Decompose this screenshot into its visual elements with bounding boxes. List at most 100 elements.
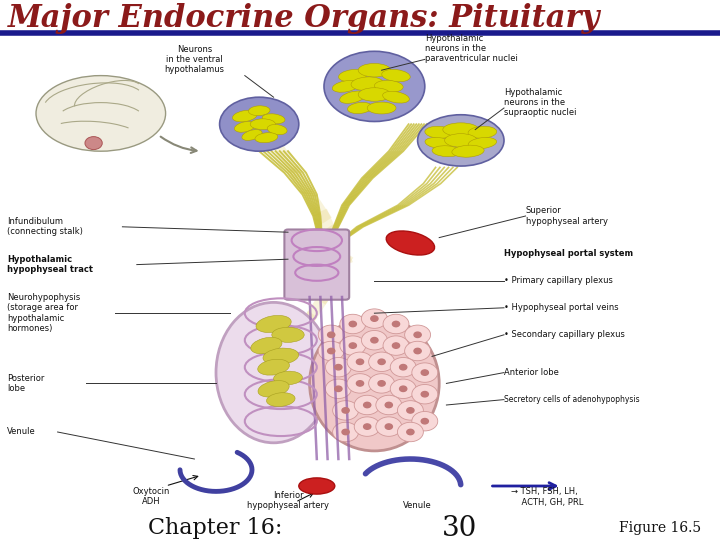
Circle shape [421, 370, 428, 375]
Text: Figure 16.5: Figure 16.5 [619, 521, 701, 535]
Circle shape [340, 314, 366, 334]
Text: Infundibulum
(connecting stalk): Infundibulum (connecting stalk) [7, 217, 83, 237]
Circle shape [392, 343, 400, 348]
Ellipse shape [272, 327, 304, 342]
Circle shape [361, 309, 387, 328]
Ellipse shape [374, 80, 403, 92]
Circle shape [318, 341, 344, 361]
Ellipse shape [258, 359, 289, 375]
Text: 30: 30 [442, 515, 477, 540]
Circle shape [354, 417, 380, 436]
Text: Major Endocrine Organs: Pituitary: Major Endocrine Organs: Pituitary [8, 3, 600, 33]
Ellipse shape [351, 77, 383, 91]
Circle shape [400, 364, 407, 370]
Ellipse shape [324, 51, 425, 122]
Text: Secretory cells of adenohypophysis: Secretory cells of adenohypophysis [504, 395, 639, 404]
Circle shape [412, 384, 438, 404]
Circle shape [378, 359, 385, 364]
Circle shape [385, 402, 392, 408]
Ellipse shape [251, 338, 282, 354]
Ellipse shape [340, 91, 366, 103]
Text: Oxytocin
ADH: Oxytocin ADH [132, 487, 170, 507]
Circle shape [400, 386, 407, 391]
Circle shape [85, 137, 102, 150]
Ellipse shape [36, 76, 166, 151]
Ellipse shape [256, 315, 291, 333]
Ellipse shape [443, 123, 479, 136]
Ellipse shape [432, 146, 461, 157]
Ellipse shape [359, 87, 391, 102]
Text: • Secondary capillary plexus: • Secondary capillary plexus [504, 330, 625, 339]
Ellipse shape [274, 371, 302, 385]
Text: Hypothalamic
neurons in the
supraoptic nuclei: Hypothalamic neurons in the supraoptic n… [504, 87, 577, 118]
Circle shape [371, 316, 378, 321]
Circle shape [356, 359, 364, 364]
Circle shape [328, 332, 335, 338]
Circle shape [361, 330, 387, 350]
Text: Hypophyseal portal system: Hypophyseal portal system [504, 249, 633, 258]
Circle shape [318, 325, 344, 345]
Circle shape [371, 338, 378, 343]
Text: • Hypophyseal portal veins: • Hypophyseal portal veins [504, 303, 618, 312]
Circle shape [364, 424, 371, 429]
Ellipse shape [348, 103, 372, 113]
Circle shape [414, 332, 421, 338]
Circle shape [356, 381, 364, 386]
Circle shape [421, 418, 428, 424]
Text: Venule: Venule [7, 428, 36, 436]
Circle shape [347, 374, 373, 393]
Ellipse shape [468, 138, 497, 148]
Circle shape [392, 321, 400, 327]
Circle shape [325, 379, 351, 399]
Ellipse shape [444, 133, 477, 147]
Circle shape [412, 411, 438, 431]
Ellipse shape [425, 138, 454, 148]
Ellipse shape [367, 102, 396, 114]
Circle shape [333, 401, 359, 420]
Circle shape [354, 395, 380, 415]
Ellipse shape [263, 348, 299, 364]
Ellipse shape [452, 145, 484, 157]
Circle shape [349, 343, 356, 348]
Circle shape [383, 314, 409, 334]
Circle shape [407, 429, 414, 435]
Circle shape [390, 379, 416, 399]
Ellipse shape [255, 133, 278, 143]
Ellipse shape [248, 106, 270, 116]
Text: Neurons
in the ventral
hypothalamus: Neurons in the ventral hypothalamus [164, 44, 225, 75]
Circle shape [335, 364, 342, 370]
Ellipse shape [338, 70, 367, 82]
Ellipse shape [233, 110, 257, 122]
Circle shape [342, 408, 349, 413]
Circle shape [407, 408, 414, 413]
Circle shape [340, 336, 366, 355]
Ellipse shape [266, 393, 295, 407]
Text: Anterior lobe: Anterior lobe [504, 368, 559, 377]
Ellipse shape [418, 115, 504, 166]
Circle shape [325, 357, 351, 377]
Circle shape [397, 401, 423, 420]
Circle shape [376, 395, 402, 415]
Circle shape [335, 386, 342, 391]
Circle shape [405, 341, 431, 361]
Ellipse shape [242, 130, 262, 140]
Circle shape [421, 392, 428, 397]
Circle shape [414, 348, 421, 354]
Text: Hypothalamic
neurons in the
paraventricular nuclei: Hypothalamic neurons in the paraventricu… [425, 33, 518, 64]
Circle shape [342, 429, 349, 435]
Circle shape [328, 348, 335, 354]
Text: → TSH, FSH, LH,
    ACTH, GH, PRL: → TSH, FSH, LH, ACTH, GH, PRL [511, 487, 584, 507]
Ellipse shape [299, 478, 335, 494]
Ellipse shape [382, 70, 410, 82]
Text: Chapter 16:: Chapter 16: [148, 517, 282, 539]
Text: Inferior
hypophyseal artery: Inferior hypophyseal artery [247, 491, 329, 510]
FancyBboxPatch shape [284, 230, 349, 300]
Ellipse shape [258, 381, 289, 397]
Circle shape [369, 352, 395, 372]
Circle shape [405, 325, 431, 345]
Circle shape [347, 352, 373, 372]
Ellipse shape [425, 126, 454, 138]
Circle shape [349, 321, 356, 327]
Circle shape [376, 417, 402, 436]
Text: • Primary capillary plexus: • Primary capillary plexus [504, 276, 613, 285]
